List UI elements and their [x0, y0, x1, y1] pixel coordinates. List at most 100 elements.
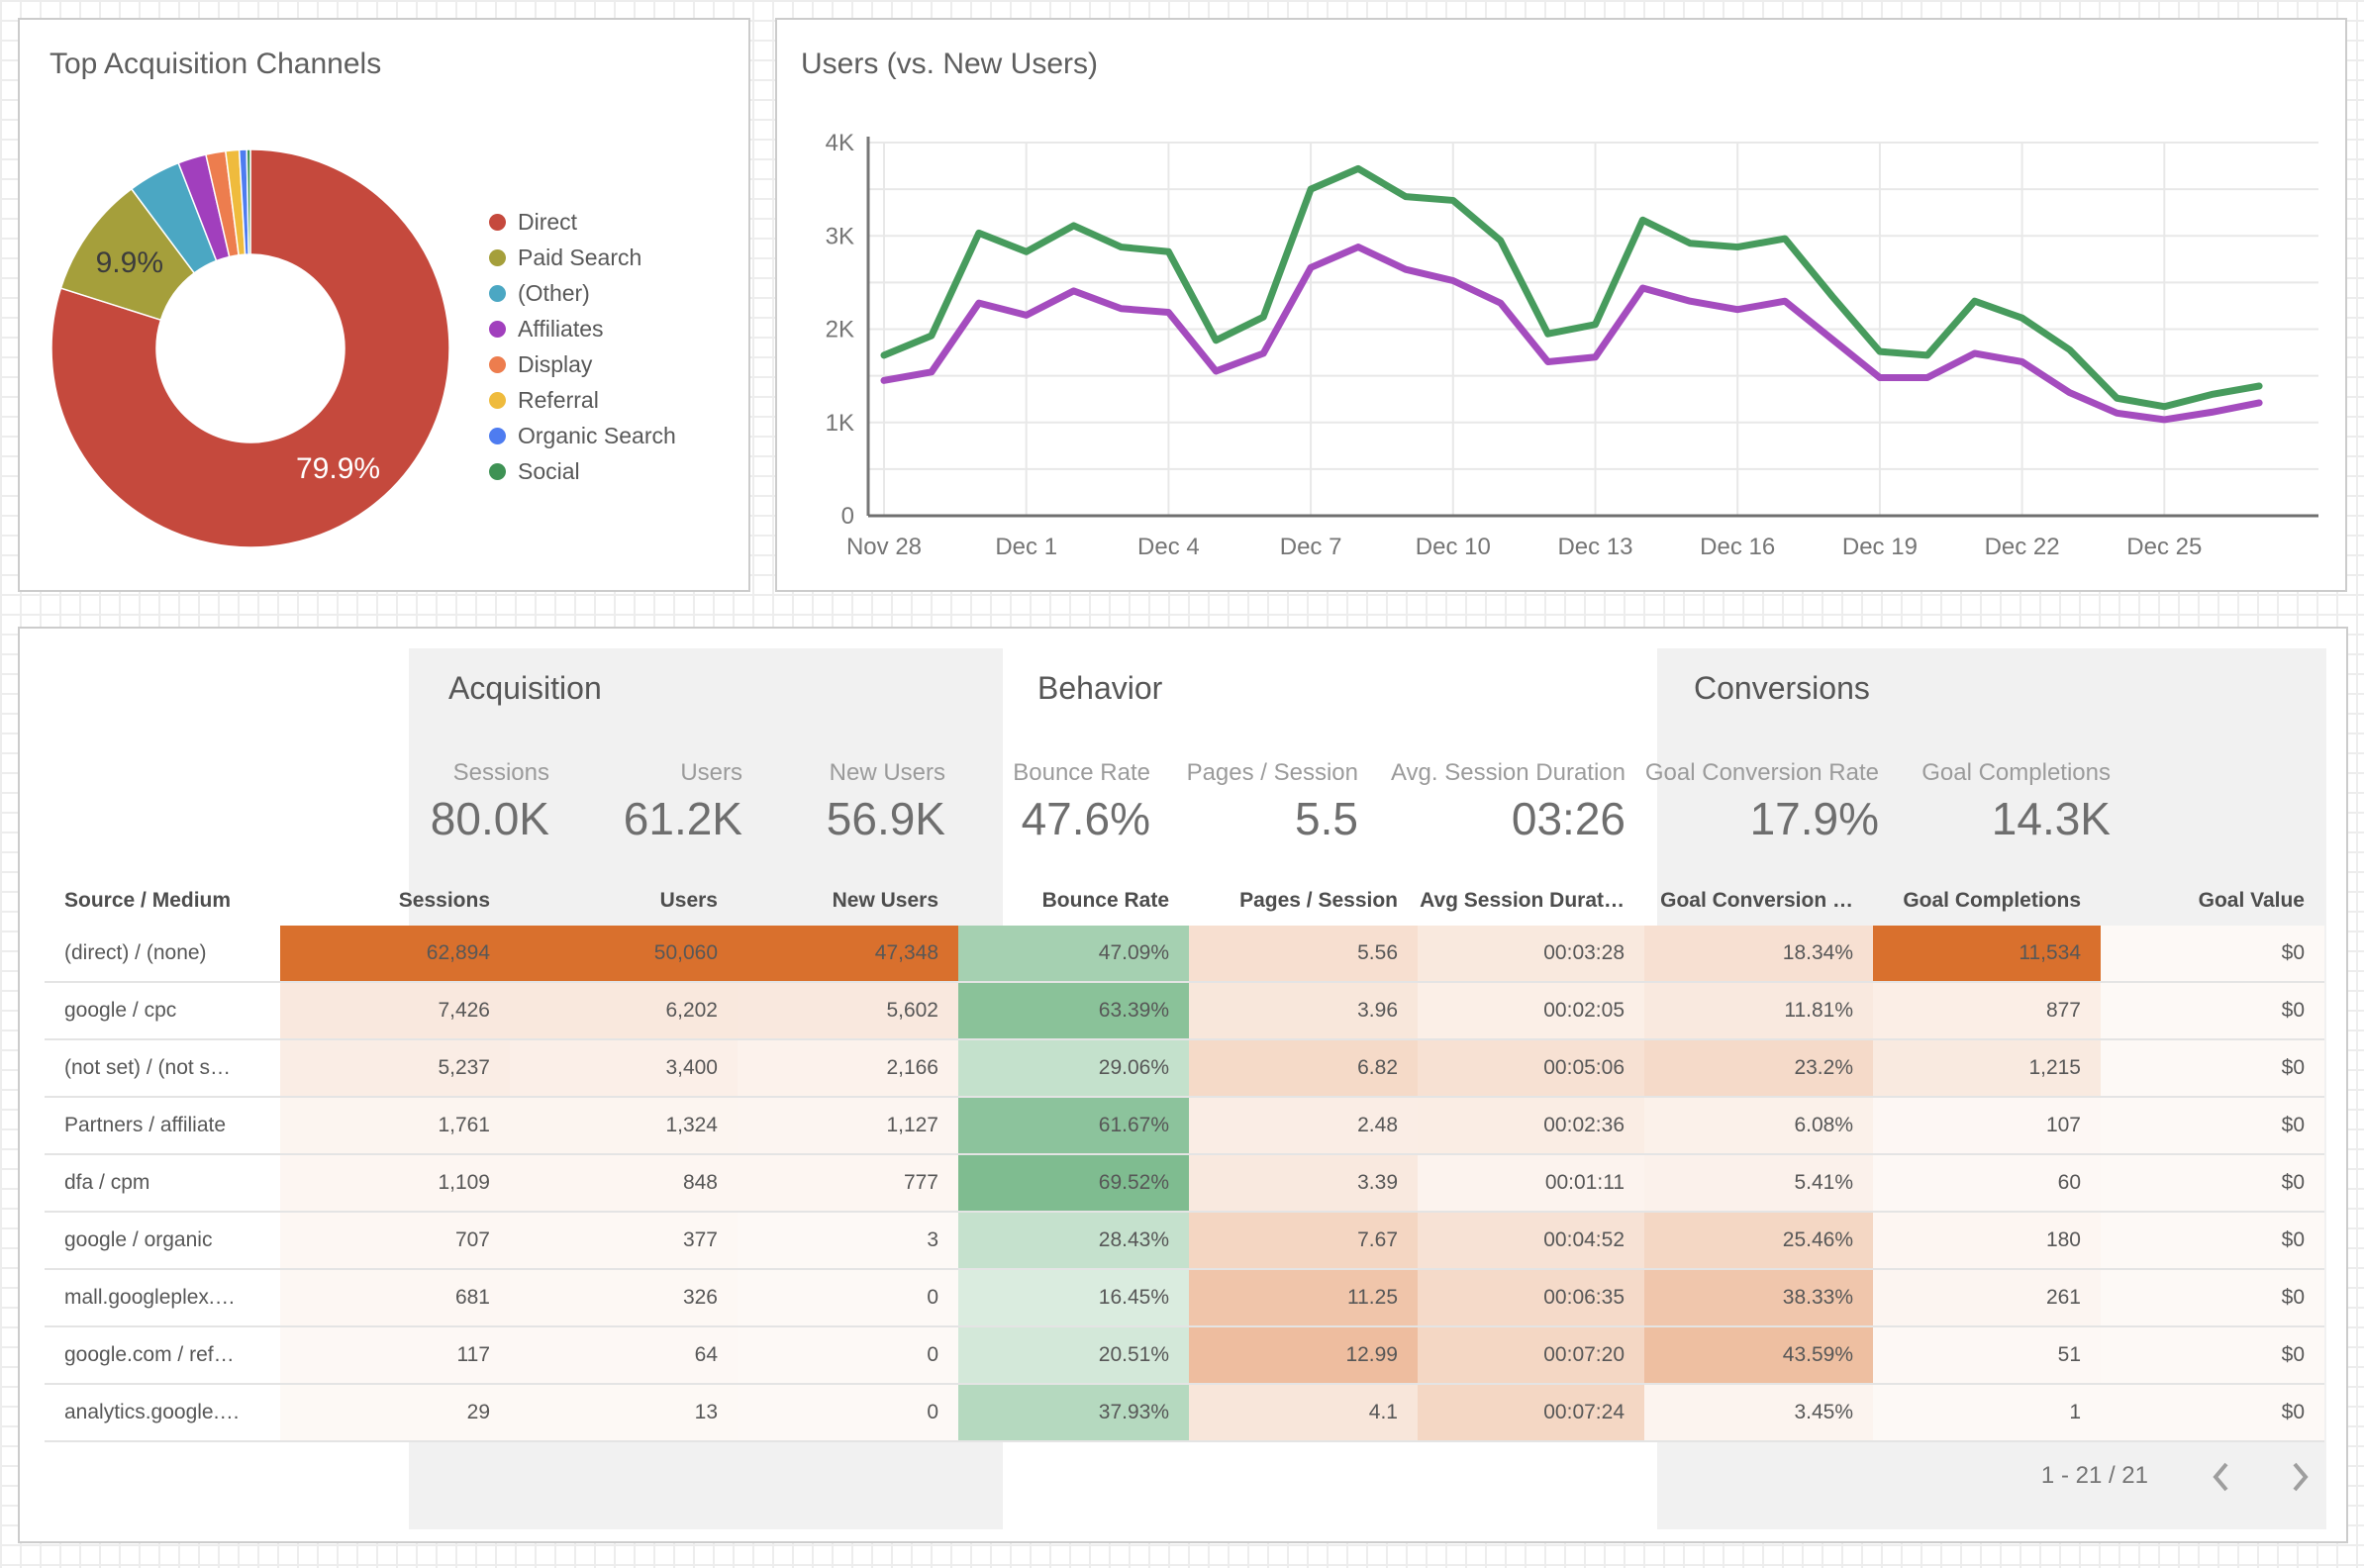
table-row: analytics.google.… 29 13 0 37.93% 4.1 00:07:24…: [45, 1385, 2324, 1442]
legend-dot: [489, 213, 506, 231]
column-header-goal-value[interactable]: Goal Value: [2198, 889, 2305, 912]
previous-page-button[interactable]: [2203, 1460, 2242, 1494]
column-header-new-users[interactable]: New Users: [832, 889, 938, 912]
legend-dot: [489, 427, 506, 444]
table-cell: 25.46%: [1644, 1213, 1873, 1268]
table-cell: 3.45%: [1644, 1385, 1873, 1440]
series-line-new-users: [880, 244, 2263, 424]
table-cell: 00:02:36: [1418, 1098, 1644, 1153]
scorecard-label: Avg. Session Duration: [1390, 759, 1625, 786]
x-axis-tick: Nov 28: [846, 534, 922, 560]
table-cell: $0: [2101, 1385, 2324, 1440]
chevron-right-icon: [2293, 1462, 2309, 1492]
next-page-button[interactable]: [2279, 1460, 2318, 1494]
legend-dot: [489, 320, 506, 338]
table-cell: 61.67%: [958, 1098, 1189, 1153]
table-cell: $0: [2101, 926, 2324, 981]
table-cell: 6,202: [510, 983, 738, 1038]
table-cell: 1,761: [280, 1098, 510, 1153]
table-cell: 7,426: [280, 983, 510, 1038]
table-cell: 1,109: [280, 1155, 510, 1211]
scorecard-value: 03:26: [1511, 793, 1625, 844]
table-cell: 00:01:11: [1418, 1155, 1644, 1211]
table-cell: 6.08%: [1644, 1098, 1873, 1153]
table-cell: 63.39%: [958, 983, 1189, 1038]
table-cell: 7.67: [1189, 1213, 1418, 1268]
table-cell: 00:07:24: [1418, 1385, 1644, 1440]
line-card-title: Users (vs. New Users): [801, 48, 1099, 80]
column-header-goal-completions[interactable]: Goal Completions: [1903, 889, 2081, 912]
table-cell: 107: [1873, 1098, 2101, 1153]
y-axis-tick: 3K: [826, 223, 854, 249]
scorecard-value: 56.9K: [826, 793, 945, 844]
table-row: (not set) / (not s… 5,237 3,400 2,166 29.06%…: [45, 1040, 2324, 1098]
column-header-avg-session-durat[interactable]: Avg Session Durat…: [1420, 889, 1625, 912]
table-cell: 23.2%: [1644, 1040, 1873, 1096]
section-title-behavior: Behavior: [1037, 670, 1163, 706]
donut-chart: 79.9% 9.9%: [50, 148, 450, 548]
table-cell: 38.33%: [1644, 1270, 1873, 1325]
scorecard-new-users: New Users 56.9K: [827, 759, 945, 844]
table-cell: 00:05:06: [1418, 1040, 1644, 1096]
column-header-bounce-rate[interactable]: Bounce Rate: [1041, 889, 1169, 912]
legend-label: (Other): [518, 279, 590, 306]
table-cell: 2.48: [1189, 1098, 1418, 1153]
legend-label: Organic Search: [518, 422, 676, 448]
table-cell: $0: [2101, 1270, 2324, 1325]
table-cell: 1,127: [738, 1098, 958, 1153]
x-axis-tick: Dec 1: [995, 534, 1057, 560]
table-cell: 64: [510, 1327, 738, 1383]
table-cell: 00:02:05: [1418, 983, 1644, 1038]
legend-label: Paid Search: [518, 244, 642, 270]
table-cell: google / organic: [64, 1228, 213, 1251]
x-axis-tick: Dec 13: [1557, 534, 1632, 560]
donut-slice-social[interactable]: [246, 148, 251, 255]
table-cell: Partners / affiliate: [64, 1114, 227, 1136]
column-header-goal-conversion[interactable]: Goal Conversion …: [1660, 889, 1853, 912]
table-cell: (not set) / (not s…: [64, 1056, 232, 1079]
table-cell: 0: [738, 1327, 958, 1383]
table-cell: mall.googleplex.…: [64, 1286, 236, 1309]
scorecard-label: Sessions: [452, 759, 549, 786]
legend-dot: [489, 284, 506, 302]
table-row: dfa / cpm 1,109 848 777 69.52% 3.39 00:01:11 5.…: [45, 1155, 2324, 1213]
legend-label: Display: [518, 350, 593, 377]
y-axis-tick: 0: [841, 503, 854, 530]
table-cell: $0: [2101, 1155, 2324, 1211]
scorecard-goal-completions: Goal Completions 14.3K: [1921, 759, 2111, 844]
table-cell: 0: [738, 1385, 958, 1440]
x-axis-tick: Dec 22: [1985, 534, 2060, 560]
table-cell: 12.99: [1189, 1327, 1418, 1383]
column-header-source-medium[interactable]: Source / Medium: [64, 889, 232, 912]
donut-slice-direct[interactable]: [50, 148, 450, 548]
line-chart: 0 1K 2K 3K 4K Nov 28 Dec 1 Dec 4 Dec 7 Dec 10 Dec …: [826, 130, 2318, 560]
table-cell: 11.25: [1189, 1270, 1418, 1325]
table-cell: 681: [280, 1270, 510, 1325]
table-cell: $0: [2101, 1040, 2324, 1096]
table-cell: dfa / cpm: [64, 1171, 150, 1194]
legend-dot: [489, 248, 506, 266]
table-cell: 180: [1873, 1213, 2101, 1268]
table-row: Partners / affiliate 1,761 1,324 1,127 61.67…: [45, 1098, 2324, 1155]
scorecard-pages-session: Pages / Session 5.5: [1187, 759, 1358, 844]
table-cell: 4.1: [1189, 1385, 1418, 1440]
table-cell: google.com / ref…: [64, 1343, 235, 1366]
table-cell: 3: [738, 1213, 958, 1268]
legend-item-direct: Direct: [489, 204, 676, 240]
legend-item-referral: Referral: [489, 382, 676, 418]
table-cell: 00:07:20: [1418, 1327, 1644, 1383]
x-axis-tick: Dec 7: [1280, 534, 1342, 560]
legend-item-paid-search: Paid Search: [489, 240, 676, 275]
table-cell: 13: [510, 1385, 738, 1440]
scorecard-goal-conversion-rate: Goal Conversion Rate 17.9%: [1645, 759, 1879, 844]
x-axis-tick: Dec 4: [1137, 534, 1200, 560]
column-header-users[interactable]: Users: [659, 889, 718, 912]
column-header-sessions[interactable]: Sessions: [398, 889, 490, 912]
donut-data-label: 79.9%: [296, 452, 380, 485]
column-header-pages-session[interactable]: Pages / Session: [1239, 889, 1398, 912]
legend-label: Social: [518, 457, 580, 484]
legend-item-display: Display: [489, 346, 676, 382]
series-line-users: [880, 164, 2263, 411]
top-acquisition-channels-card: Top Acquisition Channels 79.9% 9.9% Direc…: [18, 18, 750, 592]
scorecard-label: Users: [680, 759, 742, 786]
